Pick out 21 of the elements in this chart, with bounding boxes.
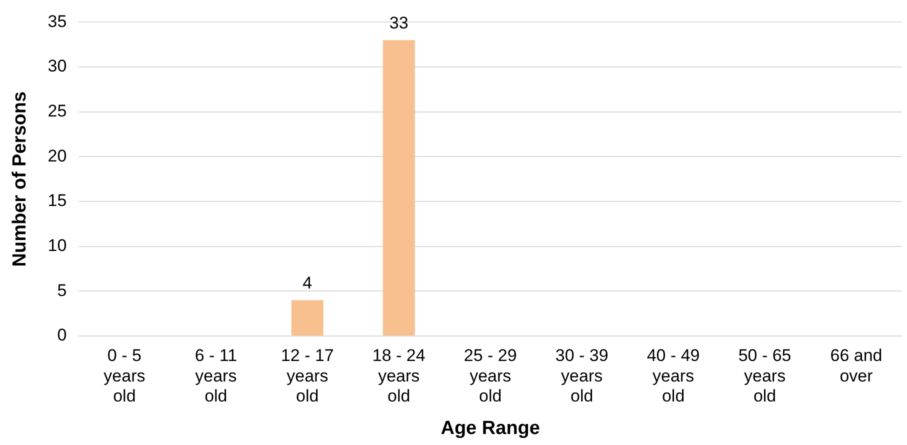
y-tick-label: 20 [48, 146, 67, 166]
x-axis-title: Age Range [440, 418, 540, 439]
x-tick-label: 66 and over [830, 346, 882, 386]
y-tick-label: 5 [57, 280, 67, 300]
x-tick-label: 50 - 65 years old [738, 346, 792, 406]
y-tick-label: 35 [48, 12, 67, 31]
y-tick-label: 15 [48, 191, 67, 210]
x-tick-label: 0 - 5 years old [104, 346, 146, 406]
y-tick-label: 10 [48, 236, 67, 256]
x-tick-label: 18 - 24 years old [372, 346, 426, 406]
x-tick-label: 40 - 49 years old [646, 346, 700, 406]
y-axis-title: Number of Persons [10, 91, 31, 267]
y-tick-label: 30 [48, 56, 67, 76]
x-tick-label: 6 - 11 years old [194, 346, 238, 406]
x-tick-label: 25 - 29 years old [464, 346, 517, 406]
data-label: 33 [389, 13, 408, 32]
x-tick-label: 12 - 17 years old [280, 346, 334, 406]
y-tick-label: 25 [48, 102, 67, 121]
data-label: 4 [302, 273, 312, 292]
x-tick-label: 30 - 39 years old [555, 346, 608, 406]
y-tick-label: 0 [57, 326, 67, 345]
